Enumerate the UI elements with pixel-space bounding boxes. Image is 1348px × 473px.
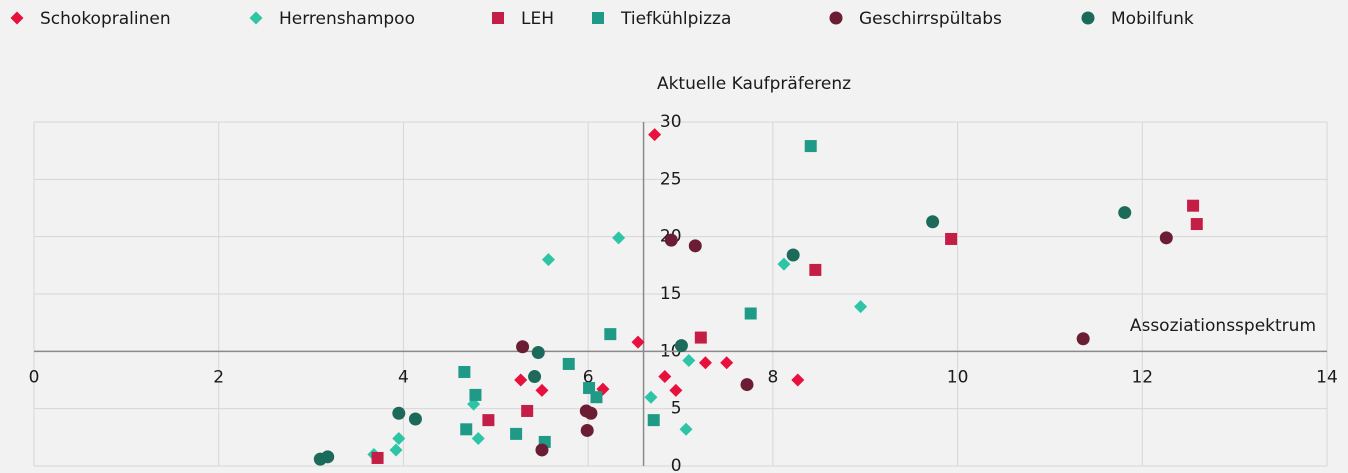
legend-marker <box>1081 11 1095 25</box>
legend-label: LEH <box>521 9 554 29</box>
point <box>674 339 688 353</box>
x-tick-label: 10 <box>947 367 969 387</box>
point <box>389 443 403 457</box>
point <box>392 406 406 420</box>
point <box>521 404 534 417</box>
x-tick-label: 0 <box>29 367 40 387</box>
legend-marker <box>592 12 604 24</box>
x-tick-label: 4 <box>398 367 409 387</box>
point <box>647 414 660 427</box>
point <box>648 128 662 142</box>
point <box>698 356 712 370</box>
point <box>658 370 672 384</box>
legend-label: Mobilfunk <box>1111 9 1194 29</box>
legend-marker <box>249 11 263 25</box>
point <box>584 406 598 420</box>
point <box>482 414 495 427</box>
point <box>945 232 958 245</box>
point <box>804 140 817 153</box>
point <box>720 356 734 370</box>
point <box>471 431 485 445</box>
x-tick-label: 6 <box>583 367 594 387</box>
x-axis-title: Assoziationsspektrum <box>1130 316 1316 336</box>
point <box>392 431 406 445</box>
point <box>791 373 805 387</box>
point <box>631 335 645 349</box>
y-tick-label: 15 <box>660 284 682 304</box>
y-tick-label: 25 <box>660 169 682 189</box>
x-tick-label: 8 <box>767 367 778 387</box>
point <box>535 443 549 457</box>
point <box>744 307 757 320</box>
legend-label: Herrenshampoo <box>279 9 415 29</box>
legend-label: Tiefkühlpizza <box>620 9 731 29</box>
legend-marker <box>829 11 843 25</box>
point <box>562 357 575 370</box>
point <box>531 345 545 359</box>
y-tick-label: 5 <box>671 399 682 419</box>
y-axis-title: Aktuelle Kaufpräferenz <box>657 74 851 94</box>
point <box>682 354 696 368</box>
point <box>516 340 530 354</box>
point <box>460 423 473 436</box>
legend-marker <box>10 11 24 25</box>
point <box>590 391 603 404</box>
legend-label: Schokopralinen <box>40 9 171 29</box>
point <box>1076 332 1090 346</box>
point <box>458 365 471 378</box>
point <box>580 423 594 437</box>
y-tick-label: 30 <box>660 112 682 132</box>
x-tick-label: 14 <box>1316 367 1338 387</box>
x-tick-label: 2 <box>213 367 224 387</box>
point <box>644 390 658 404</box>
point <box>809 263 822 276</box>
point <box>786 248 800 262</box>
point <box>1159 231 1173 245</box>
point <box>688 239 702 253</box>
point <box>528 370 542 384</box>
point <box>510 427 523 440</box>
point <box>740 378 754 392</box>
point <box>612 231 626 245</box>
x-tick-label: 12 <box>1131 367 1153 387</box>
point <box>469 388 482 401</box>
point <box>1190 218 1203 231</box>
point <box>926 215 940 229</box>
point <box>371 451 384 464</box>
point <box>1187 199 1200 212</box>
point <box>664 233 678 247</box>
point <box>694 331 707 344</box>
legend-marker <box>492 12 504 24</box>
point <box>514 373 528 387</box>
y-tick-label: 0 <box>671 456 682 473</box>
point <box>535 383 549 397</box>
point <box>1118 206 1132 220</box>
point <box>541 253 555 267</box>
point <box>669 383 683 397</box>
legend-label: Geschirrspültabs <box>859 9 1002 29</box>
point <box>313 452 327 466</box>
point <box>604 328 617 341</box>
point <box>854 300 868 314</box>
point <box>408 412 422 426</box>
point <box>777 257 791 271</box>
point <box>679 422 693 436</box>
point <box>583 382 596 395</box>
